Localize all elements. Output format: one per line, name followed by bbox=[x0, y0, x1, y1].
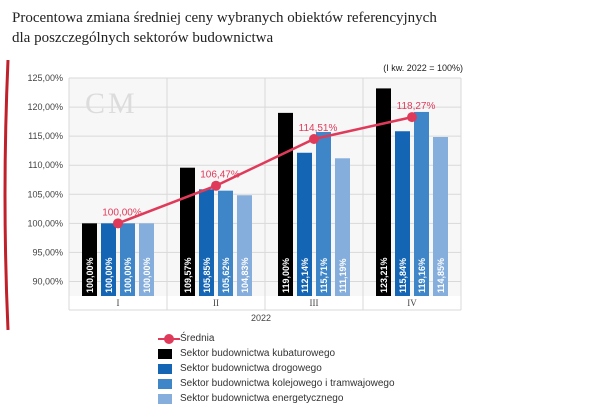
watermark-logo: CM bbox=[85, 87, 138, 120]
bar-value-label: 105,85% bbox=[202, 257, 212, 293]
average-value-label: 114,51% bbox=[299, 123, 338, 134]
bar-value-label: 112,14% bbox=[300, 258, 310, 293]
legend-label: Sektor budownictwa kolejowego i tramwajo… bbox=[180, 378, 395, 389]
bar-value-label: 100,00% bbox=[123, 257, 133, 293]
average-line bbox=[117, 115, 413, 225]
bar-value-label: 111,19% bbox=[338, 258, 348, 293]
legend-item-kolejowe: Sektor budownictwa kolejowego i tramwajo… bbox=[158, 376, 395, 391]
chart-title: Procentowa zmiana średniej ceny wybranyc… bbox=[12, 8, 437, 48]
bar-value-label: 119,00% bbox=[281, 258, 291, 293]
bar bbox=[376, 88, 391, 296]
bar-value-label: 115,84% bbox=[398, 258, 408, 293]
legend: Średnia Sektor budownictwa kubaturowego … bbox=[158, 331, 395, 406]
bar bbox=[335, 158, 350, 296]
legend-swatch bbox=[158, 363, 172, 374]
category-label: IV bbox=[407, 298, 417, 308]
ytick-label: 105,00% bbox=[27, 189, 63, 199]
bar bbox=[199, 189, 214, 296]
bar bbox=[297, 152, 312, 296]
category-label: I bbox=[117, 298, 120, 308]
legend-swatch bbox=[158, 393, 172, 404]
bar bbox=[395, 131, 410, 296]
year-label: 2022 bbox=[251, 313, 272, 323]
category-label: II bbox=[213, 298, 219, 308]
legend-item-drogowe: Sektor budownictwa drogowego bbox=[158, 361, 395, 376]
ytick-label: 110,00% bbox=[28, 160, 63, 170]
ytick-label: 100,00% bbox=[27, 218, 63, 228]
bar bbox=[101, 223, 116, 296]
bar-value-label: 105,62% bbox=[221, 257, 231, 293]
legend-line-swatch bbox=[158, 333, 180, 344]
bar-value-label: 119,16% bbox=[417, 258, 427, 293]
average-point bbox=[211, 180, 221, 191]
average-point bbox=[407, 112, 417, 123]
bar-value-label: 100,00% bbox=[85, 257, 95, 293]
bar bbox=[278, 112, 293, 296]
bar bbox=[316, 132, 331, 296]
bar bbox=[82, 223, 97, 296]
bar bbox=[180, 167, 195, 296]
average-value-label: 100,00% bbox=[102, 207, 142, 218]
legend-item-kubaturowe: Sektor budownictwa kubaturowego bbox=[158, 346, 395, 361]
bar-value-label: 109,57% bbox=[183, 257, 193, 293]
bar-value-label: 100,00% bbox=[104, 257, 114, 293]
chart-title-line1: Procentowa zmiana średniej ceny wybranyc… bbox=[12, 10, 437, 26]
red-accent-decoration bbox=[3, 60, 10, 330]
bar-value-label: 115,71% bbox=[319, 258, 329, 293]
bar bbox=[139, 223, 154, 296]
bar bbox=[218, 190, 233, 296]
legend-item-srednia: Średnia bbox=[158, 331, 395, 346]
legend-item-energetyczne: Sektor budownictwa energetycznego bbox=[158, 391, 395, 406]
bar-value-label: 114,85% bbox=[436, 258, 446, 293]
bar bbox=[237, 195, 252, 296]
average-point bbox=[113, 218, 123, 229]
average-value-label: 118,27% bbox=[397, 101, 436, 112]
legend-label: Sektor budownictwa energetycznego bbox=[180, 393, 344, 404]
bar-value-label: 104,83% bbox=[240, 257, 250, 293]
legend-label: Sektor budownictwa kubaturowego bbox=[180, 348, 336, 359]
bar-value-label: 100,00% bbox=[142, 257, 152, 293]
legend-label: Sektor budownictwa drogowego bbox=[180, 363, 322, 374]
legend-swatch bbox=[158, 348, 172, 359]
ytick-label: 115,00% bbox=[28, 131, 63, 141]
average-point bbox=[309, 133, 319, 144]
bar bbox=[120, 223, 135, 296]
legend-swatch bbox=[158, 378, 172, 389]
category-label: III bbox=[310, 298, 319, 308]
ytick-label: 125,00% bbox=[27, 73, 63, 83]
average-value-label: 106,47% bbox=[200, 170, 240, 181]
base-note: (I kw. 2022 = 100%) bbox=[383, 63, 463, 73]
bar bbox=[433, 137, 448, 296]
ytick-label: 120,00% bbox=[27, 102, 63, 112]
bar bbox=[414, 111, 429, 297]
legend-label: Średnia bbox=[180, 333, 215, 344]
ytick-label: 95,00% bbox=[32, 247, 63, 257]
ytick-label: 90,00% bbox=[32, 276, 63, 286]
chart-title-line2: dla poszczególnych sektorów budownictwa bbox=[12, 30, 274, 46]
bar-value-label: 123,21% bbox=[379, 257, 389, 293]
